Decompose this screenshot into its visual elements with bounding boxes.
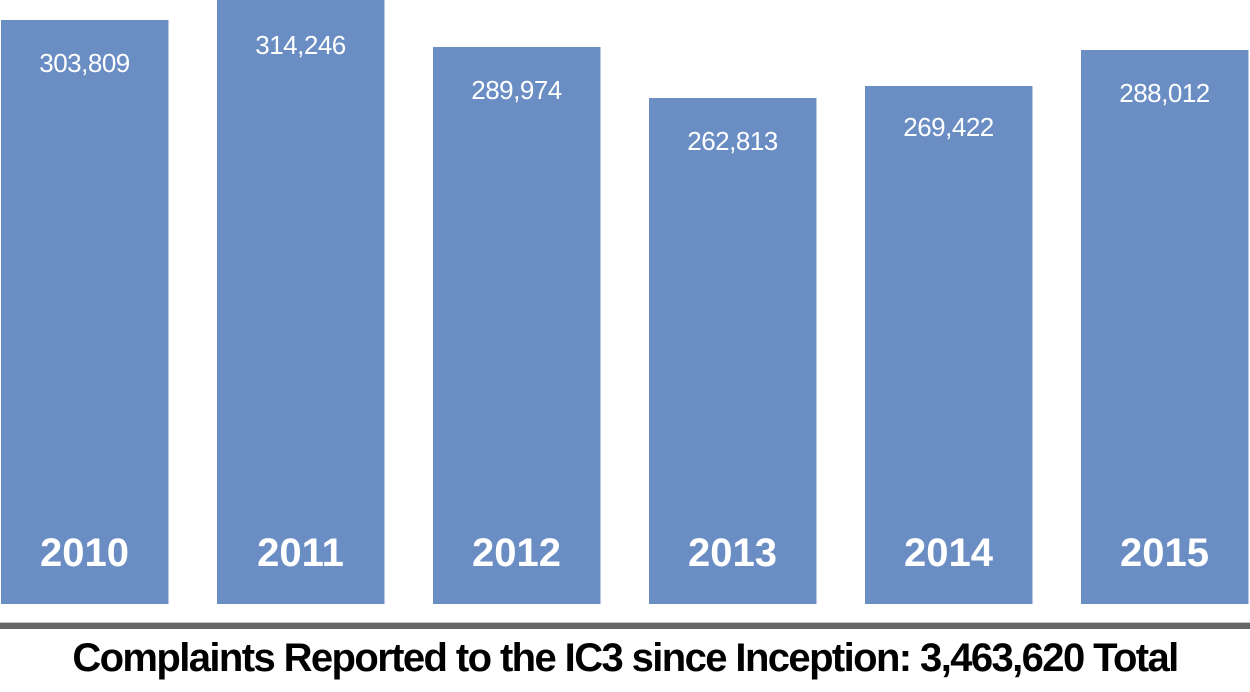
- value-label: 314,246: [255, 30, 346, 60]
- year-label: 2015: [1120, 531, 1209, 575]
- bar-2012: 289,974 2012: [433, 47, 601, 604]
- value-label: 288,012: [1119, 78, 1210, 108]
- divider-rule: [0, 622, 1250, 629]
- year-label: 2013: [688, 531, 777, 575]
- bar-2010: 303,809 2010: [1, 20, 169, 604]
- value-label: 269,422: [903, 112, 994, 142]
- bar-2014: 269,422 2014: [865, 86, 1033, 604]
- year-label: 2014: [904, 531, 993, 575]
- year-label: 2010: [40, 531, 129, 575]
- bar-chart: 303,809 2010 314,246 2011 289,974 2012 2…: [1, 0, 1249, 604]
- value-label: 303,809: [39, 48, 130, 78]
- bar-2015: 288,012 2015: [1081, 50, 1249, 604]
- chart-caption: Complaints Reported to the IC3 since Inc…: [72, 636, 1179, 680]
- year-label: 2011: [257, 531, 344, 575]
- bar-2011: 314,246 2011: [217, 0, 385, 604]
- year-label: 2012: [472, 531, 561, 575]
- bar-2013: 262,813 2013: [649, 98, 817, 604]
- value-label: 289,974: [471, 75, 562, 105]
- value-label: 262,813: [687, 126, 778, 156]
